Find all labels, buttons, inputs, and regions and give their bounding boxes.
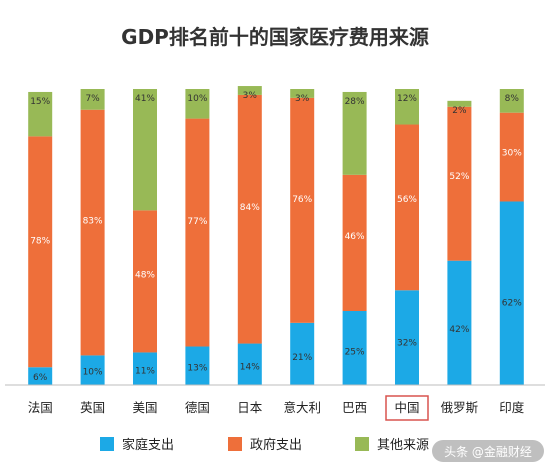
bar-3-2	[80, 89, 105, 110]
value-label-2-1: 78%	[30, 236, 50, 246]
category-label-2: 英国	[80, 400, 105, 415]
value-label-3-10: 8%	[505, 94, 520, 104]
value-label-1-1: 6%	[33, 373, 48, 383]
value-label-1-5: 14%	[240, 362, 260, 372]
value-label-1-8: 32%	[397, 338, 417, 348]
bar-2-10	[499, 112, 524, 202]
legend-label-2: 政府支出	[250, 438, 302, 453]
category-label-10: 印度	[499, 400, 525, 415]
value-label-3-1: 15%	[30, 97, 50, 107]
category-label-5: 日本	[237, 400, 263, 415]
value-label-3-5: 3%	[243, 91, 258, 101]
bar-3-1	[28, 91, 53, 137]
value-label-2-9: 52%	[449, 172, 469, 182]
value-label-1-4: 13%	[187, 364, 207, 374]
value-label-2-3: 48%	[135, 270, 155, 280]
value-label-2-5: 84%	[240, 203, 260, 213]
bar-1-10	[499, 201, 524, 385]
value-label-2-10: 30%	[502, 149, 522, 159]
value-label-2-8: 56%	[397, 195, 417, 205]
bar-3-5	[237, 86, 262, 95]
value-label-2-2: 83%	[83, 216, 103, 226]
bar-2-5	[237, 94, 262, 344]
legend-swatch-3	[355, 437, 369, 451]
legend-label-1: 家庭支出	[122, 437, 174, 453]
value-label-1-3: 11%	[135, 366, 155, 376]
legend-label-3: 其他来源	[377, 438, 429, 453]
value-label-1-7: 25%	[345, 348, 365, 358]
bar-2-3	[133, 210, 157, 353]
legend: 家庭支出 政府支出 其他来源	[100, 437, 429, 453]
value-label-3-7: 28%	[345, 97, 365, 107]
bar-1-8	[395, 290, 419, 385]
value-label-2-4: 77%	[187, 217, 207, 227]
value-label-2-7: 46%	[345, 232, 365, 242]
value-label-3-8: 12%	[397, 94, 417, 104]
chart-title: GDP排名前十的国家医疗费用来源	[121, 25, 429, 49]
bar-3-10	[499, 89, 524, 113]
bar-2-4	[185, 118, 210, 347]
bar-2-1	[28, 136, 53, 368]
bar-2-9	[447, 106, 472, 261]
bar-1-6	[290, 322, 315, 385]
category-label-9: 俄罗斯	[441, 400, 479, 415]
category-labels: 法国 英国 美国 德国 日本 意大利 巴西 中国 俄罗斯 印度	[28, 395, 525, 421]
highlight-box	[385, 395, 429, 421]
watermark-text: 头条 @金融财经	[444, 444, 532, 459]
bar-1-3	[133, 352, 157, 385]
bars-group: 6% 78% 15% 10% 83% 7% 11% 48% 41% 13% 77% 10% 14% 84%…	[28, 86, 524, 385]
watermark-backdrop	[432, 440, 544, 462]
value-label-1-2: 10%	[83, 368, 103, 378]
value-label-3-2: 7%	[85, 94, 100, 104]
category-label-3: 美国	[132, 400, 157, 415]
value-label-1-9: 42%	[449, 325, 469, 335]
category-label-8: 中国	[394, 400, 419, 415]
legend-swatch-2	[228, 437, 242, 451]
bar-1-1	[28, 367, 53, 385]
bar-2-7	[342, 174, 367, 311]
category-label-4: 德国	[185, 400, 210, 415]
bar-3-3	[133, 89, 157, 211]
bar-3-7	[342, 91, 367, 175]
value-label-3-4: 10%	[187, 94, 207, 104]
value-label-2-6: 76%	[292, 195, 312, 205]
bar-1-7	[342, 311, 367, 385]
category-label-7: 巴西	[342, 400, 367, 415]
legend-swatch-1	[100, 437, 114, 451]
bar-2-8	[395, 124, 419, 291]
bar-1-9	[447, 260, 472, 385]
bar-3-9	[447, 100, 472, 107]
bar-2-6	[290, 97, 315, 323]
watermark: 头条 @金融财经	[432, 440, 544, 462]
value-label-3-6: 3%	[295, 94, 310, 104]
bar-1-4	[185, 346, 210, 385]
value-label-1-10: 62%	[502, 298, 522, 308]
value-label-1-6: 21%	[292, 353, 312, 363]
bar-1-5	[237, 343, 262, 385]
bar-3-6	[290, 89, 315, 98]
bar-2-2	[80, 109, 105, 356]
value-label-3-3: 41%	[135, 94, 155, 104]
bar-3-8	[395, 89, 419, 125]
bar-3-4	[185, 89, 210, 119]
bar-1-2	[80, 355, 105, 385]
category-label-6: 意大利	[283, 400, 321, 415]
category-label-1: 法国	[28, 400, 53, 415]
value-label-3-9: 2%	[452, 106, 467, 116]
